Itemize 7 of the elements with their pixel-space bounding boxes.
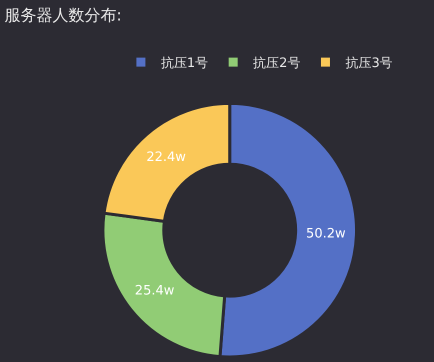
legend-label: 抗压1号 xyxy=(160,56,208,72)
data-label: 50.2w xyxy=(306,226,346,242)
data-label: 22.4w xyxy=(146,150,186,166)
legend-label: 抗压3号 xyxy=(345,56,393,72)
chart-title: 服务器人数分布: xyxy=(4,5,122,24)
data-label: 25.4w xyxy=(134,283,175,298)
legend-label: 抗压2号 xyxy=(253,56,300,72)
